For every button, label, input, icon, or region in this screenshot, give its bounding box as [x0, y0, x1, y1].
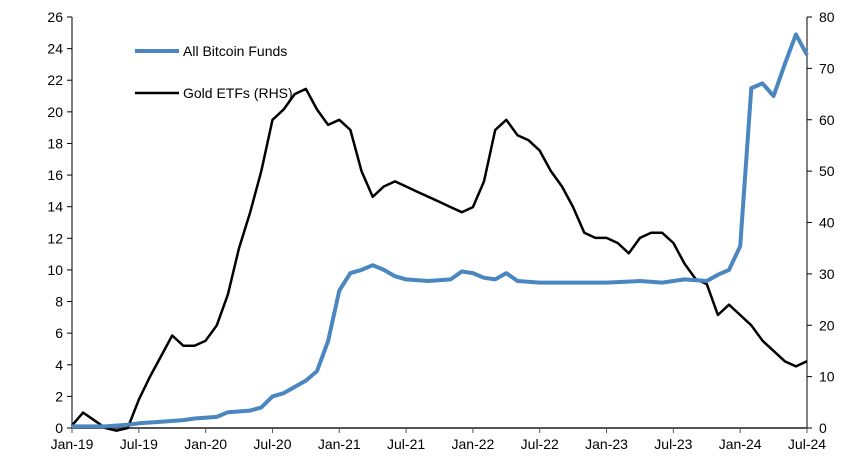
x-tick-label: Jan-19 — [51, 436, 94, 452]
y2-tick-label: 30 — [819, 266, 835, 282]
legend-label-bitcoin: All Bitcoin Funds — [183, 43, 287, 59]
x-tick-label: Jul-23 — [654, 436, 692, 452]
legend-label-gold: Gold ETFs (RHS) — [183, 85, 293, 101]
axes: 0246810121416182022242601020304050607080… — [47, 9, 834, 452]
y2-tick-label: 70 — [819, 60, 835, 76]
x-tick-label: Jul-22 — [521, 436, 559, 452]
y-tick-label: 16 — [47, 167, 63, 183]
y-tick-label: 10 — [47, 262, 63, 278]
x-tick-label: Jan-20 — [184, 436, 227, 452]
y-tick-label: 20 — [47, 104, 63, 120]
y-tick-label: 2 — [55, 388, 63, 404]
x-tick-label: Jul-19 — [120, 436, 158, 452]
y-tick-label: 26 — [47, 9, 63, 25]
x-tick-label: Jul-20 — [253, 436, 291, 452]
y-tick-label: 0 — [55, 420, 63, 436]
x-tick-label: Jan-21 — [318, 436, 361, 452]
series-line-gold — [71, 87, 808, 432]
x-tick-label: Jul-24 — [788, 436, 826, 452]
y2-tick-label: 10 — [819, 369, 835, 385]
x-tick-label: Jan-22 — [452, 436, 495, 452]
series-line-bitcoin — [72, 32, 809, 429]
series-lines — [71, 32, 809, 432]
y-tick-label: 18 — [47, 135, 63, 151]
x-tick-label: Jan-23 — [585, 436, 628, 452]
y2-tick-label: 40 — [819, 215, 835, 231]
legend: All Bitcoin Funds Gold ETFs (RHS) — [135, 43, 293, 101]
y-tick-label: 22 — [47, 72, 63, 88]
y-tick-label: 12 — [47, 230, 63, 246]
x-tick-label: Jul-21 — [387, 436, 425, 452]
y-tick-label: 4 — [55, 357, 63, 373]
y-tick-label: 24 — [47, 41, 63, 57]
y2-tick-label: 0 — [819, 420, 827, 436]
y2-tick-label: 20 — [819, 317, 835, 333]
y2-tick-label: 50 — [819, 163, 835, 179]
y-tick-label: 8 — [55, 294, 63, 310]
y2-tick-label: 80 — [819, 9, 835, 25]
y-tick-label: 14 — [47, 199, 63, 215]
x-tick-label: Jan-24 — [719, 436, 762, 452]
y2-tick-label: 60 — [819, 112, 835, 128]
y-tick-label: 6 — [55, 325, 63, 341]
